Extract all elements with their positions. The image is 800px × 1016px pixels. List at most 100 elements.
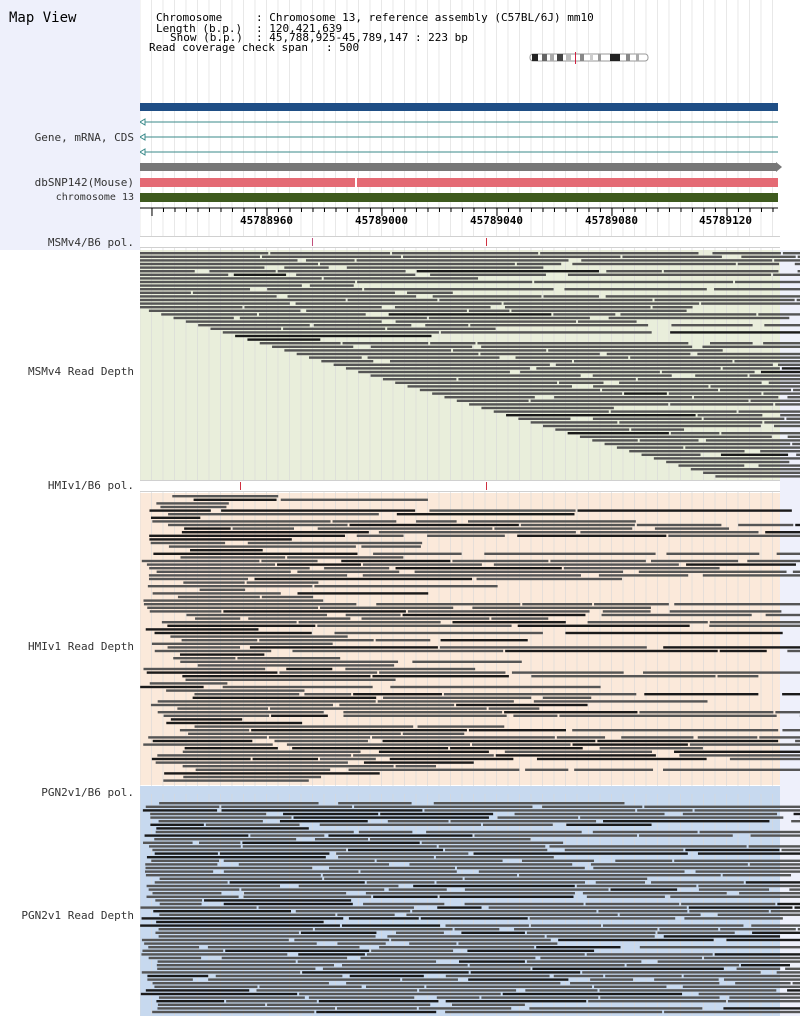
read-alignment	[615, 859, 673, 862]
read-alignment	[299, 992, 501, 996]
read-alignment	[183, 775, 322, 779]
read-alignment	[152, 848, 347, 852]
read-alignment	[480, 352, 600, 356]
read-alignment	[674, 859, 800, 862]
polymorphism-marker[interactable]	[312, 238, 313, 246]
read-alignment	[370, 838, 531, 841]
read-alignment	[594, 985, 667, 988]
read-alignment	[720, 388, 792, 392]
read-alignment	[792, 442, 800, 446]
read-alignment	[373, 552, 462, 555]
read-alignment	[588, 1000, 726, 1003]
read-alignment	[294, 938, 390, 942]
read-alignment	[445, 924, 529, 927]
read-alignment	[164, 772, 380, 775]
read-alignment	[320, 606, 454, 609]
read-alignment	[261, 595, 314, 599]
hmi-pol-label: HMIv1/B6 pol.	[47, 479, 134, 492]
read-alignment	[177, 595, 260, 599]
read-alignment	[592, 374, 672, 377]
read-alignment	[148, 577, 249, 581]
read-alignment	[464, 902, 584, 906]
read-alignment	[440, 331, 652, 334]
read-alignment	[252, 757, 318, 761]
read-alignment	[735, 982, 791, 985]
pgn-read-depth-label: PGN2v1 Read Depth	[21, 909, 134, 922]
read-alignment	[366, 985, 425, 988]
read-alignment	[598, 910, 688, 913]
show-label: Show (b.p.)	[170, 31, 243, 44]
read-alignment	[247, 338, 321, 341]
read-alignment	[738, 410, 800, 413]
read-alignment	[277, 270, 406, 273]
read-alignment	[348, 768, 520, 771]
read-alignment	[666, 552, 760, 555]
read-alignment	[144, 834, 249, 837]
read-alignment	[145, 989, 250, 992]
read-alignment	[663, 768, 800, 771]
read-alignment	[450, 820, 597, 823]
read-alignment	[768, 381, 800, 384]
read-alignment	[760, 450, 800, 453]
read-alignment	[543, 295, 599, 298]
read-alignment	[150, 816, 292, 819]
read-alignment	[249, 646, 438, 649]
left-label-panel	[0, 250, 140, 1016]
read-alignment	[267, 1003, 431, 1006]
read-alignment	[699, 830, 800, 834]
read-alignment	[341, 924, 441, 927]
read-alignment	[578, 320, 637, 323]
polymorphism-marker[interactable]	[240, 482, 241, 490]
read-alignment	[602, 610, 651, 613]
read-alignment	[572, 743, 688, 746]
read-alignment	[461, 931, 525, 934]
read-alignment	[520, 523, 635, 527]
read-alignment	[702, 345, 800, 348]
read-alignment	[546, 935, 655, 938]
read-alignment	[180, 556, 286, 559]
read-alignment	[542, 805, 643, 808]
read-alignment	[258, 906, 414, 909]
read-alignment	[390, 360, 572, 363]
read-alignment	[590, 978, 634, 981]
chromosome-ideogram[interactable]	[528, 52, 652, 64]
polymorphism-marker[interactable]	[486, 482, 487, 490]
read-alignment	[199, 588, 246, 591]
read-alignment	[598, 574, 689, 577]
read-alignment	[791, 820, 800, 823]
read-alignment	[760, 370, 800, 374]
read-alignment	[383, 696, 532, 699]
read-alignment	[251, 729, 467, 732]
read-alignment	[663, 935, 781, 938]
read-alignment	[525, 989, 598, 992]
read-alignment	[781, 367, 800, 370]
read-alignment	[140, 262, 318, 266]
read-alignment	[669, 610, 782, 613]
read-alignment	[694, 809, 800, 812]
read-alignment	[654, 298, 795, 302]
read-alignment	[296, 352, 479, 356]
read-alignment	[154, 838, 297, 841]
read-alignment	[379, 671, 506, 674]
read-alignment	[156, 964, 334, 967]
read-alignment	[395, 567, 562, 570]
read-alignment	[686, 563, 796, 566]
read-alignment	[333, 363, 550, 366]
read-alignment	[695, 374, 748, 377]
read-alignment	[270, 252, 391, 255]
read-alignment	[362, 563, 482, 566]
read-alignment	[347, 298, 438, 302]
read-alignment	[353, 754, 494, 757]
polymorphism-marker[interactable]	[486, 238, 487, 246]
read-alignment	[494, 527, 633, 530]
read-alignment	[328, 834, 473, 837]
read-alignment	[473, 852, 688, 855]
read-alignment	[412, 660, 522, 663]
read-alignment	[157, 711, 324, 714]
read-alignment	[456, 866, 585, 870]
read-alignment	[723, 978, 800, 981]
read-alignment	[671, 324, 753, 327]
read-alignment	[586, 953, 713, 956]
read-alignment	[729, 996, 800, 999]
read-alignment	[142, 949, 224, 952]
